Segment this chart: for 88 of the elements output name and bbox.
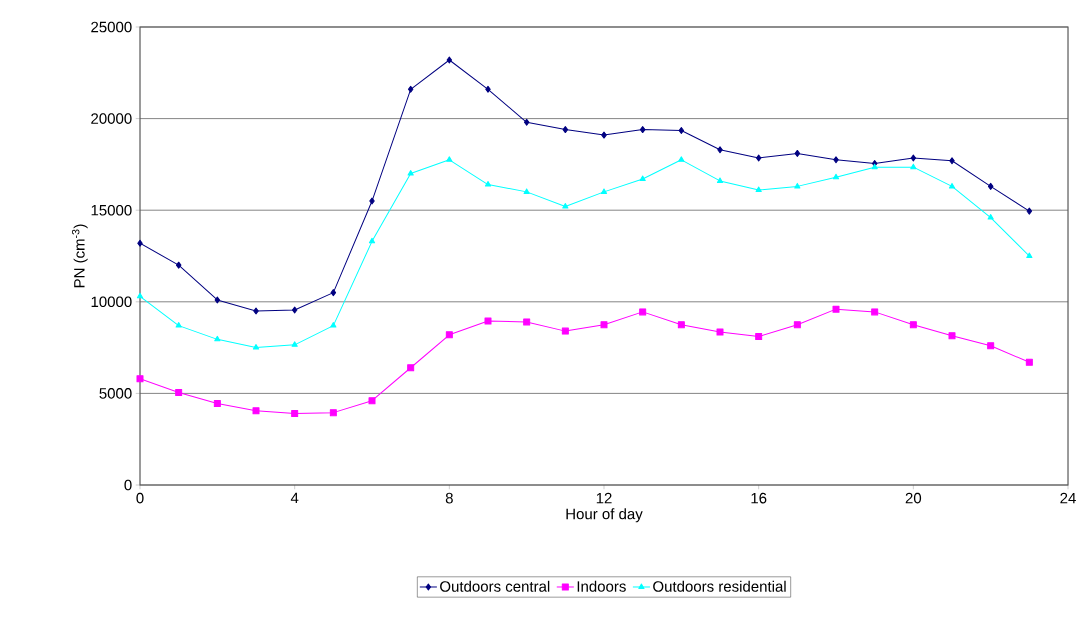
point xyxy=(561,327,569,335)
point xyxy=(717,146,723,154)
point xyxy=(484,181,492,187)
x-tick-label: 4 xyxy=(290,492,299,504)
point xyxy=(368,237,376,244)
point xyxy=(446,156,453,162)
point xyxy=(330,289,337,297)
y-axis-title: PN (cm$^{-3}$) xyxy=(71,224,88,288)
point xyxy=(833,156,839,164)
point xyxy=(677,321,685,329)
point xyxy=(755,333,763,341)
point xyxy=(639,175,646,182)
y-tick-label: 15000 xyxy=(91,204,132,216)
point xyxy=(639,126,646,134)
point xyxy=(716,177,724,183)
point xyxy=(136,292,144,299)
point xyxy=(484,317,492,325)
point xyxy=(485,85,491,93)
point xyxy=(1026,207,1033,215)
point xyxy=(214,335,221,342)
y-tick-label: 10000 xyxy=(91,296,132,308)
point xyxy=(175,388,183,396)
x-tick-label: 24 xyxy=(1060,492,1076,504)
x-tick-label: 12 xyxy=(596,492,612,504)
point xyxy=(910,163,917,170)
point xyxy=(794,149,801,157)
point xyxy=(523,318,531,326)
point xyxy=(291,306,298,314)
point xyxy=(639,308,647,316)
point xyxy=(601,131,607,139)
x-tick-label: 16 xyxy=(751,492,767,504)
y-tick-label: 5000 xyxy=(99,388,132,399)
point xyxy=(407,364,415,372)
y-tick-label: 25000 xyxy=(91,21,132,33)
point xyxy=(1025,358,1033,366)
point xyxy=(562,126,569,134)
point xyxy=(910,154,917,162)
point xyxy=(291,341,298,347)
point xyxy=(794,182,801,189)
point xyxy=(755,154,762,162)
point xyxy=(600,321,608,329)
legend-label: Outdoors central xyxy=(440,580,550,592)
x-tick-label: 8 xyxy=(445,492,453,504)
point xyxy=(948,332,956,340)
point xyxy=(987,342,995,350)
point xyxy=(407,170,414,176)
point xyxy=(329,409,337,417)
point xyxy=(368,397,376,405)
point xyxy=(600,188,608,194)
point xyxy=(523,118,530,126)
point xyxy=(175,322,182,328)
point xyxy=(909,321,917,329)
legend-label: Indoors xyxy=(577,580,626,592)
point xyxy=(213,399,221,407)
point xyxy=(948,182,956,189)
point xyxy=(291,410,299,418)
point xyxy=(832,173,840,180)
y-tick-label: 0 xyxy=(124,479,132,491)
point xyxy=(136,375,144,383)
point xyxy=(175,261,182,269)
point xyxy=(445,331,453,339)
x-tick-label: 20 xyxy=(905,492,922,504)
point xyxy=(252,344,260,350)
point xyxy=(1026,252,1033,258)
point xyxy=(832,305,840,313)
y-tick-label: 20000 xyxy=(91,113,132,124)
point xyxy=(949,157,955,165)
point xyxy=(407,85,414,93)
point xyxy=(330,322,337,328)
x-axis-title: Hour of day xyxy=(566,508,643,523)
point xyxy=(253,307,259,315)
point xyxy=(137,239,143,247)
x-tick-label: 0 xyxy=(136,492,144,504)
point xyxy=(446,56,453,64)
point xyxy=(987,182,994,190)
point xyxy=(369,197,375,205)
point xyxy=(214,296,221,304)
point xyxy=(755,186,762,193)
point xyxy=(793,321,801,329)
point xyxy=(987,214,994,220)
legend-label: Outdoors residential xyxy=(653,580,786,592)
point xyxy=(678,127,685,135)
point xyxy=(716,328,724,336)
point xyxy=(871,308,879,316)
point xyxy=(523,188,530,194)
point xyxy=(252,407,260,415)
point xyxy=(562,203,569,209)
point xyxy=(678,156,685,162)
